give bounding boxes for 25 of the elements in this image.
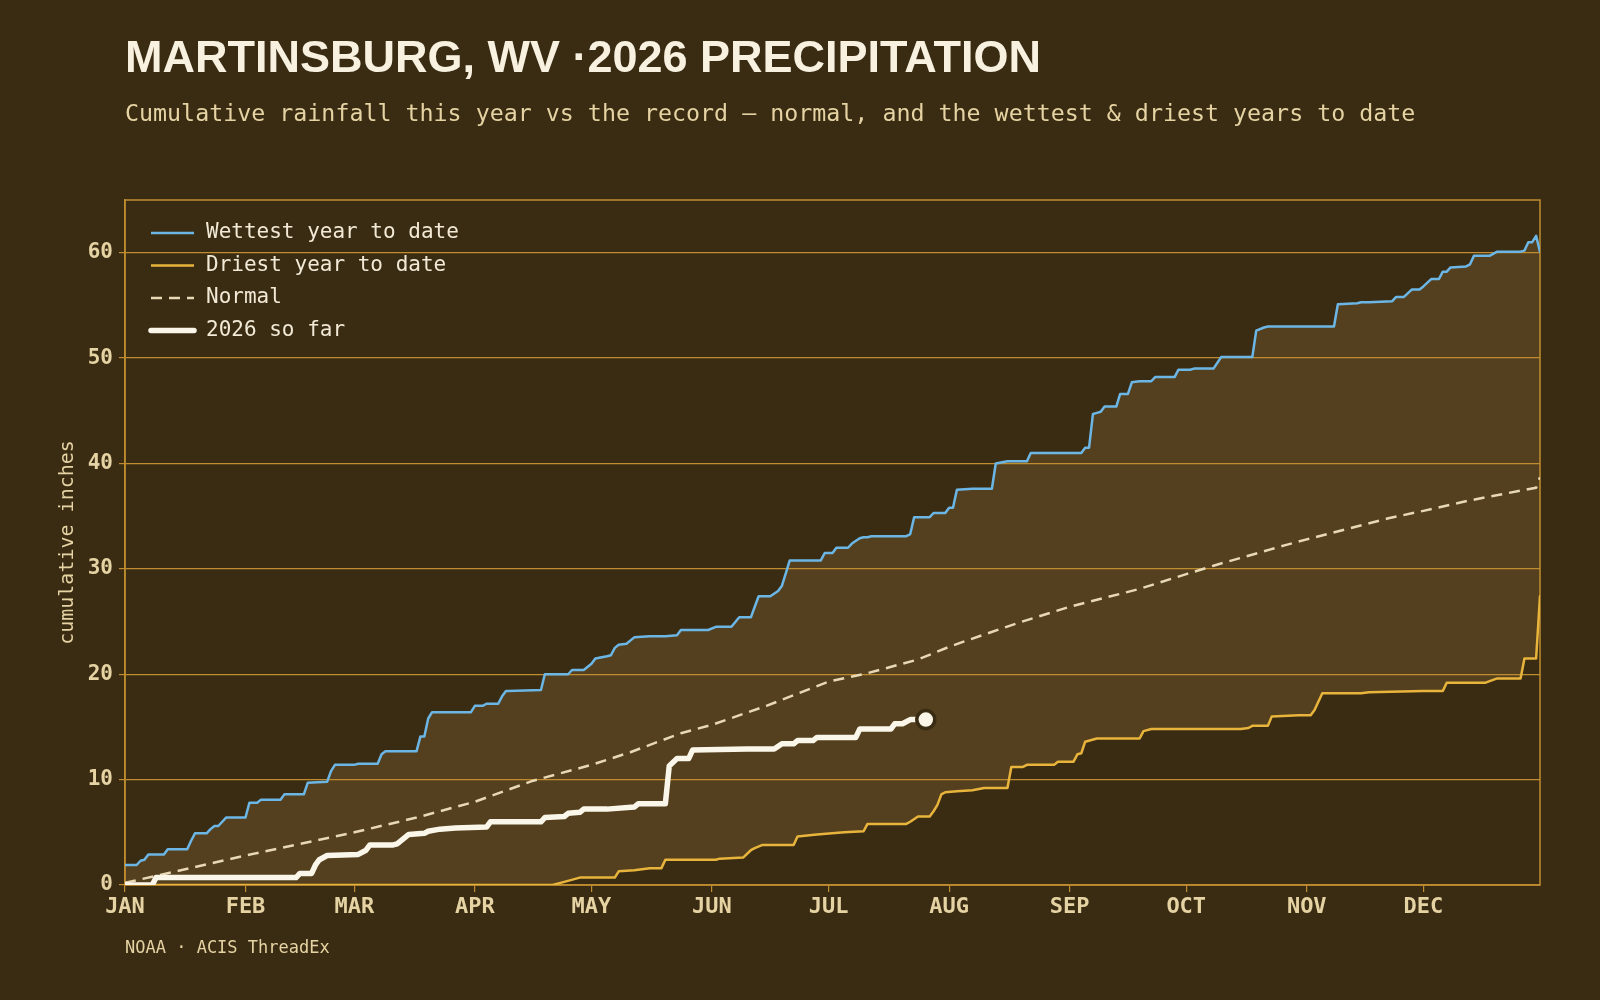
x-tick-label: JUL (808, 892, 849, 918)
legend-label: Normal (206, 284, 282, 309)
y-tick-label: 10 (87, 766, 113, 791)
text: NOAA · ACIS ThreadEx (125, 937, 330, 957)
x-tick-label: JUN (692, 892, 732, 918)
x-tick-label: MAR (334, 892, 375, 918)
x-tick-label: OCT (1166, 892, 1207, 918)
y-axis-title: cumulative inches (54, 440, 79, 645)
y-tick-label: 20 (87, 660, 113, 685)
x-tick-label: FEB (225, 892, 266, 918)
legend-label: 2026 so far (206, 316, 346, 341)
chart-subtitle: Cumulative rainfall this year vs the record — normal, and the wettest & driest years to date (125, 99, 1416, 126)
y-tick-label: 50 (87, 344, 113, 369)
y-tick-label: 30 (87, 555, 113, 580)
x-tick-label: MAY (571, 892, 613, 918)
chart-title: MARTINSBURG, WV ·2026 PRECIPITATION (125, 31, 1041, 83)
x-tick-label: DEC (1403, 892, 1444, 918)
x-tick-label: APR (454, 892, 496, 918)
x-tick-label: AUG (929, 892, 969, 918)
y-tick-label: 60 (87, 239, 113, 264)
legend-label: Wettest year to date (206, 219, 459, 244)
x-tick-label: NOV (1286, 892, 1327, 918)
legend-label: Driest year to date (206, 251, 447, 276)
x-tick-label: SEP (1049, 892, 1090, 918)
y-tick-label: 40 (87, 449, 113, 474)
